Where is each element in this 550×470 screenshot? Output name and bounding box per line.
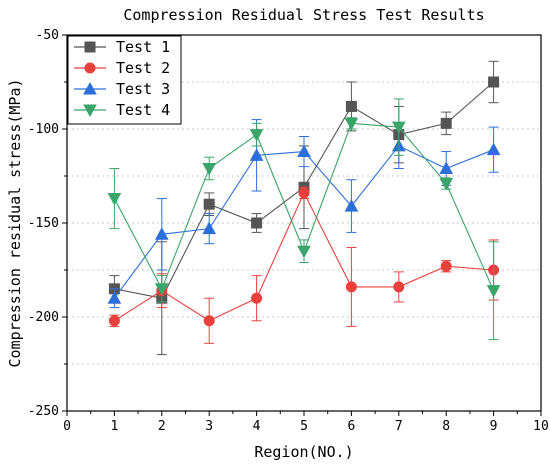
y-tick-label: -100 [28, 122, 59, 137]
y-axis-title: Compression residual stress(MPa) [6, 79, 24, 368]
data-point [391, 121, 406, 135]
series-4 [107, 98, 501, 341]
data-point [108, 315, 120, 327]
data-point [107, 291, 122, 304]
legend-label: Test 1 [116, 38, 170, 56]
legend-marker [83, 81, 97, 95]
x-tick-label: 7 [395, 419, 403, 434]
data-point [488, 76, 500, 88]
data-point [154, 227, 169, 240]
x-tick-label: 3 [205, 419, 213, 434]
data-point [203, 315, 215, 327]
x-tick-label: 5 [300, 419, 308, 434]
axes: 0 1 2 3 4 5 6 7 8 9 10 -250 -200 -150 -100 -50 [28, 28, 549, 434]
legend: Test 1 Test 2 Test 3 Test 4 [67, 35, 182, 125]
data-point [486, 142, 501, 156]
x-tick-label: 1 [110, 419, 118, 434]
y-tick-label: -250 [28, 404, 59, 419]
series-3 [107, 119, 501, 309]
data-point [202, 162, 217, 176]
x-tick-label: 6 [347, 419, 355, 434]
data-point [345, 281, 357, 293]
data-point [486, 285, 501, 298]
legend-marker [84, 62, 96, 74]
x-tick-label: 10 [533, 419, 549, 434]
data-point [297, 245, 311, 259]
series-layer [107, 60, 501, 356]
data-point [345, 100, 357, 112]
chart-title: Compression Residual Stress Test Results [123, 6, 484, 24]
x-tick-label: 2 [158, 419, 166, 434]
data-point [393, 281, 405, 293]
x-tick-label: 0 [63, 419, 71, 434]
data-point [440, 260, 452, 272]
data-point [203, 198, 215, 210]
data-point [298, 187, 310, 199]
x-tick-label: 8 [442, 419, 450, 434]
legend-marker [84, 41, 96, 53]
data-point [107, 193, 122, 206]
x-axis-title: Region(NO.) [254, 443, 353, 461]
legend-marker [83, 104, 97, 118]
x-tick-label: 4 [253, 419, 261, 434]
data-point [202, 221, 217, 235]
series-2 [108, 186, 500, 344]
data-point [154, 283, 169, 296]
data-point [344, 199, 359, 212]
data-point [297, 144, 311, 158]
data-point [251, 292, 263, 304]
y-tick-label: -200 [28, 310, 59, 325]
legend-label: Test 3 [116, 80, 170, 98]
data-point [439, 161, 454, 174]
data-point [251, 217, 263, 229]
data-point [344, 117, 359, 131]
y-tick-label: -150 [28, 216, 59, 231]
legend-label: Test 2 [116, 59, 170, 77]
x-tick-label: 9 [490, 419, 498, 434]
data-point [249, 129, 264, 142]
y-tick-label: -50 [36, 28, 59, 43]
data-point [249, 148, 264, 161]
data-point [440, 117, 452, 129]
data-point [439, 178, 454, 191]
legend-label: Test 4 [116, 101, 170, 119]
